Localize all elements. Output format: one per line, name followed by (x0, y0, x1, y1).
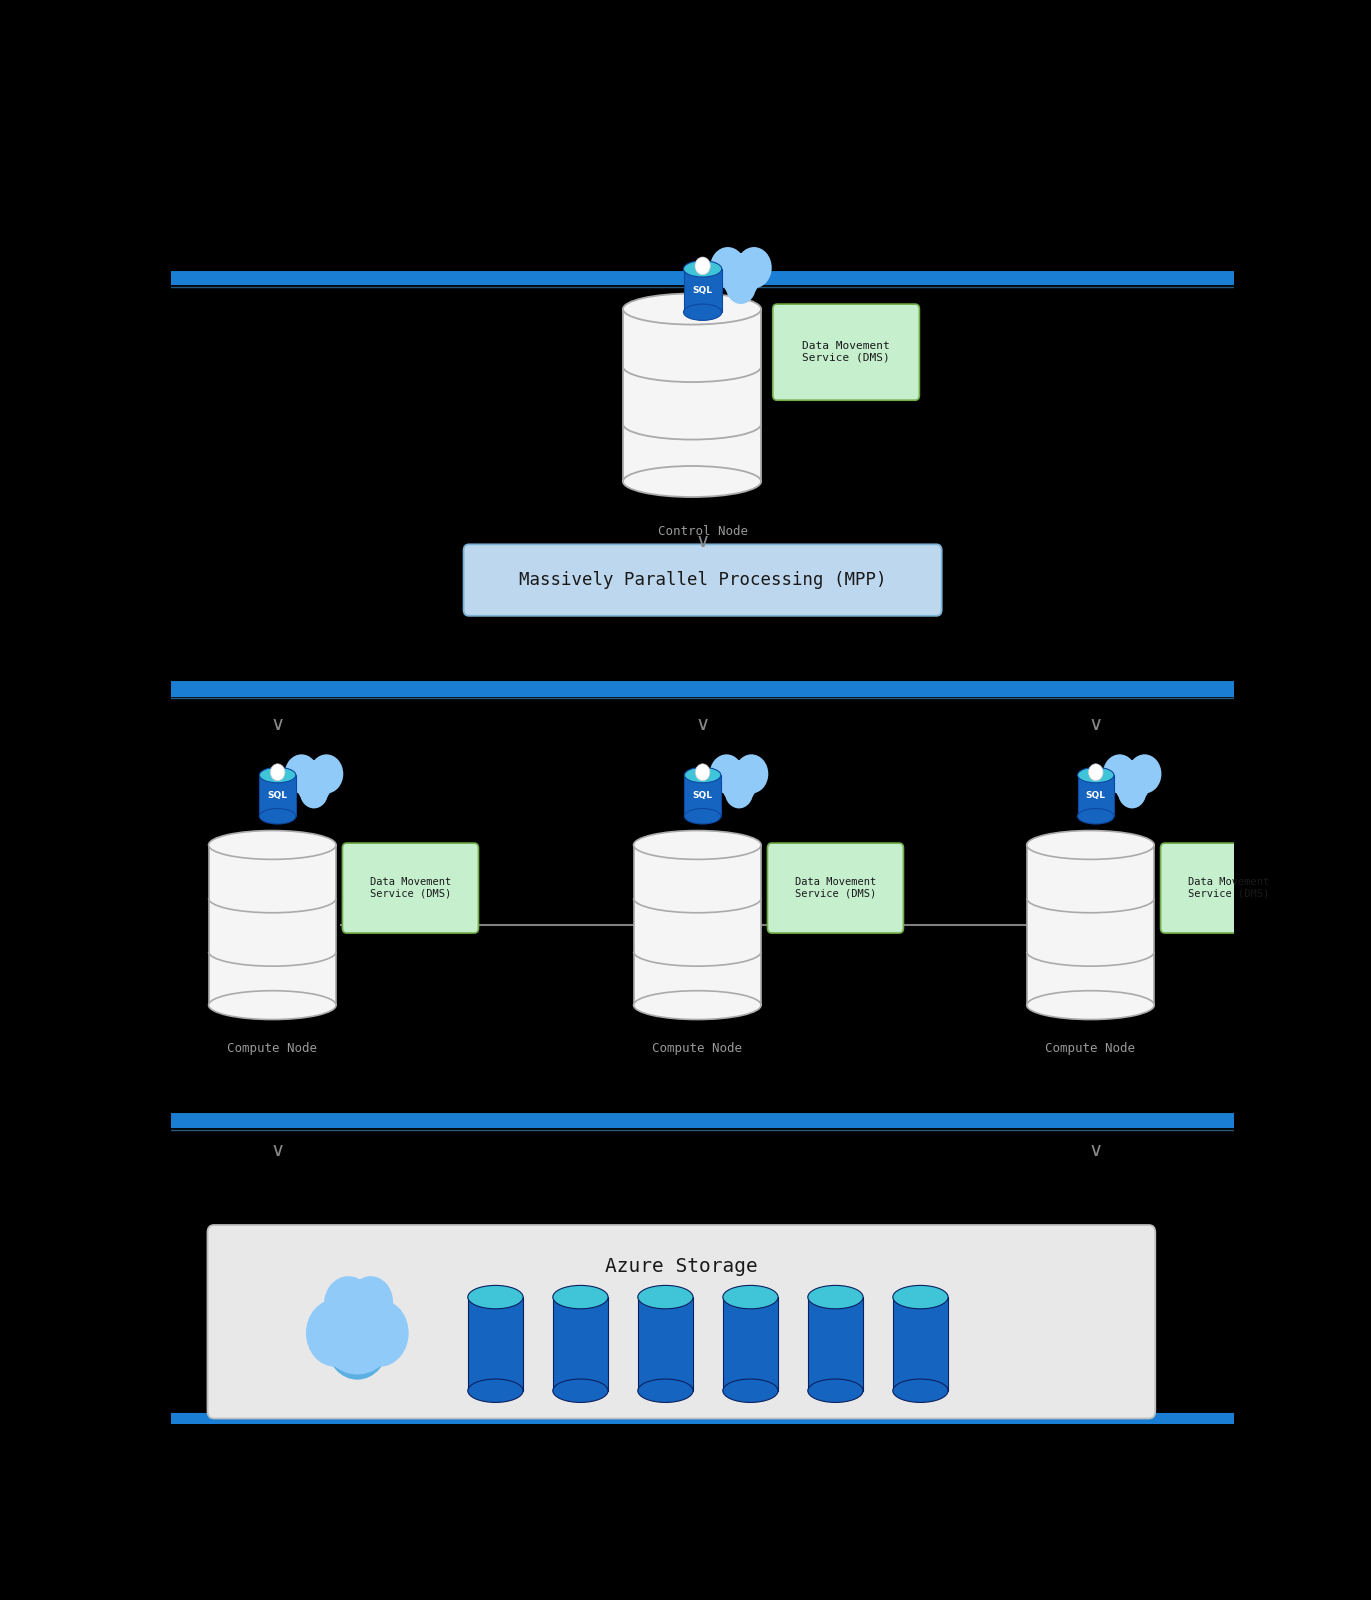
Ellipse shape (633, 830, 761, 859)
Polygon shape (1078, 774, 1115, 816)
Circle shape (270, 763, 285, 781)
FancyBboxPatch shape (343, 843, 478, 933)
Ellipse shape (468, 1379, 524, 1403)
Polygon shape (208, 845, 336, 1005)
Ellipse shape (1078, 768, 1115, 782)
Ellipse shape (622, 293, 761, 325)
Circle shape (306, 1299, 365, 1366)
Text: SQL: SQL (692, 790, 713, 800)
Circle shape (695, 258, 710, 275)
Text: SQL: SQL (267, 790, 288, 800)
Circle shape (736, 246, 772, 288)
Text: Data Movement
Service (DMS): Data Movement Service (DMS) (370, 877, 451, 899)
Ellipse shape (1027, 830, 1154, 859)
Ellipse shape (633, 990, 761, 1019)
Circle shape (725, 776, 753, 808)
Text: Data Movement
Service (DMS): Data Movement Service (DMS) (795, 877, 876, 899)
Polygon shape (808, 1298, 864, 1390)
Ellipse shape (893, 1285, 949, 1309)
Ellipse shape (468, 1285, 524, 1309)
Ellipse shape (808, 1379, 864, 1403)
Ellipse shape (259, 768, 296, 782)
Text: Data Movement
Service (DMS): Data Movement Service (DMS) (802, 341, 890, 363)
FancyBboxPatch shape (207, 1226, 1156, 1419)
Polygon shape (553, 1298, 609, 1390)
Circle shape (695, 763, 710, 781)
Circle shape (324, 1277, 373, 1333)
Ellipse shape (684, 304, 721, 320)
Circle shape (300, 776, 328, 808)
Polygon shape (723, 1298, 779, 1390)
Circle shape (1102, 754, 1137, 794)
Circle shape (285, 754, 318, 794)
Ellipse shape (622, 466, 761, 498)
Circle shape (725, 269, 755, 304)
Text: ∨: ∨ (695, 715, 710, 734)
Polygon shape (684, 269, 721, 312)
Text: Massively Parallel Processing (MPP): Massively Parallel Processing (MPP) (518, 571, 887, 589)
FancyBboxPatch shape (768, 843, 903, 933)
Polygon shape (259, 774, 296, 816)
Text: ∨: ∨ (1089, 715, 1102, 734)
Circle shape (352, 1312, 398, 1365)
Text: ∨: ∨ (270, 1141, 285, 1160)
Circle shape (348, 1277, 393, 1328)
Polygon shape (622, 309, 761, 482)
Text: Compute Node: Compute Node (653, 1042, 742, 1054)
Ellipse shape (208, 830, 336, 859)
Circle shape (1089, 763, 1104, 781)
Text: ∨: ∨ (270, 715, 285, 734)
Circle shape (351, 1299, 409, 1366)
Ellipse shape (723, 1379, 779, 1403)
Polygon shape (633, 845, 761, 1005)
Ellipse shape (638, 1379, 694, 1403)
Text: Data Movement
Service (DMS): Data Movement Service (DMS) (1187, 877, 1270, 899)
Text: Compute Node: Compute Node (1046, 1042, 1135, 1054)
Text: ∨: ∨ (695, 533, 710, 552)
Ellipse shape (684, 768, 721, 782)
Ellipse shape (553, 1379, 609, 1403)
Ellipse shape (553, 1285, 609, 1309)
Text: Control Node: Control Node (658, 525, 747, 538)
Polygon shape (893, 1298, 949, 1390)
Polygon shape (638, 1298, 694, 1390)
Circle shape (326, 1307, 388, 1379)
Circle shape (317, 1282, 398, 1374)
FancyBboxPatch shape (1161, 843, 1297, 933)
Ellipse shape (684, 808, 721, 824)
Circle shape (1128, 754, 1161, 794)
Circle shape (317, 1312, 362, 1365)
Ellipse shape (259, 808, 296, 824)
Polygon shape (684, 774, 721, 816)
Circle shape (1117, 776, 1146, 808)
Text: ∨: ∨ (1089, 1141, 1102, 1160)
Text: Azure Storage: Azure Storage (605, 1258, 758, 1277)
Ellipse shape (208, 990, 336, 1019)
Circle shape (710, 754, 743, 794)
Text: Compute Node: Compute Node (228, 1042, 317, 1054)
Ellipse shape (638, 1285, 694, 1309)
Circle shape (295, 760, 333, 803)
Text: SQL: SQL (692, 286, 713, 294)
Circle shape (1113, 760, 1150, 803)
Ellipse shape (808, 1285, 864, 1309)
Text: SQL: SQL (1086, 790, 1106, 800)
Circle shape (735, 754, 768, 794)
Ellipse shape (684, 261, 721, 277)
Circle shape (310, 754, 343, 794)
FancyBboxPatch shape (773, 304, 920, 400)
Circle shape (720, 760, 758, 803)
Polygon shape (468, 1298, 524, 1390)
Ellipse shape (1078, 808, 1115, 824)
Polygon shape (1027, 845, 1154, 1005)
Ellipse shape (723, 1285, 779, 1309)
Ellipse shape (1027, 990, 1154, 1019)
Circle shape (721, 253, 761, 299)
Circle shape (710, 246, 746, 288)
Ellipse shape (893, 1379, 949, 1403)
FancyBboxPatch shape (463, 544, 942, 616)
